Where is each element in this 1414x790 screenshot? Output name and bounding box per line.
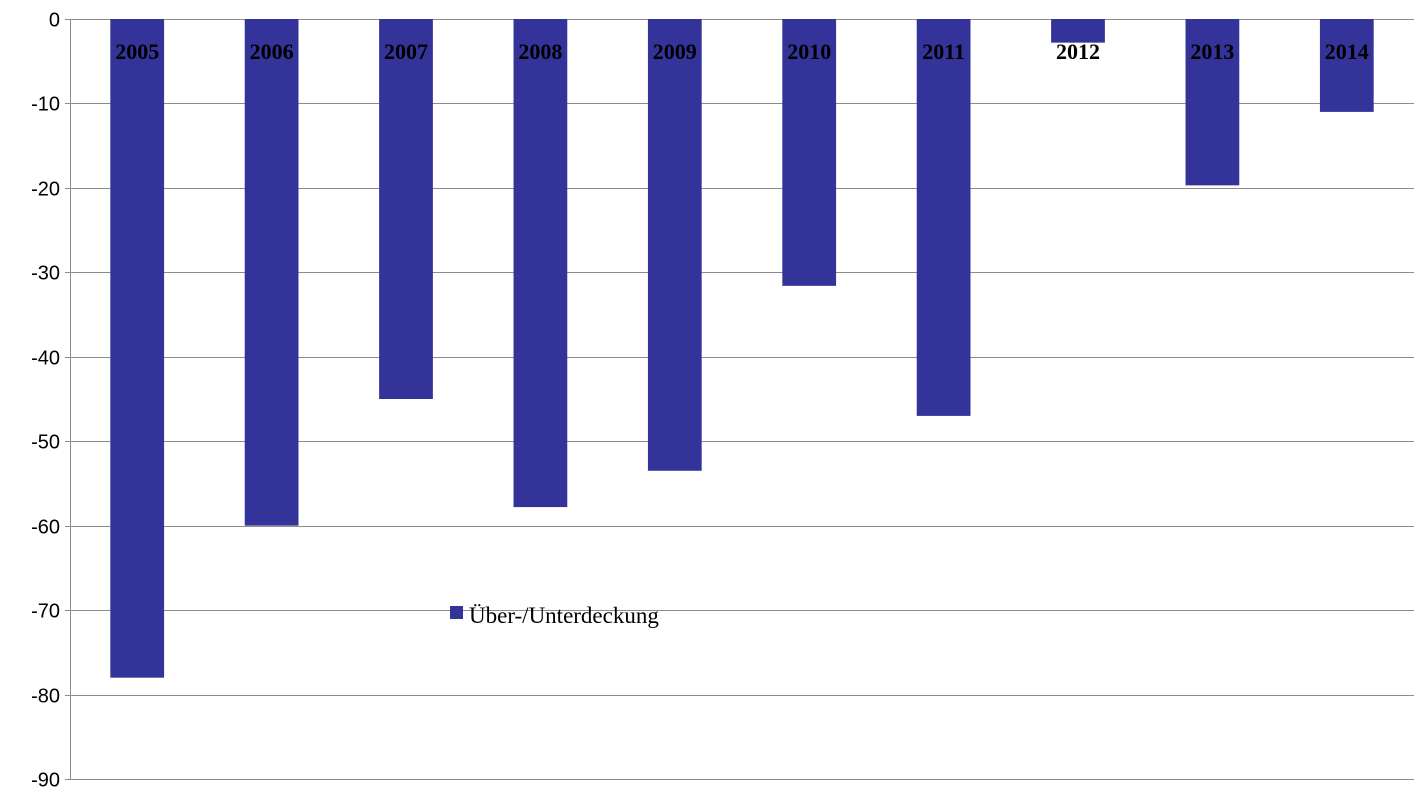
y-tick-label: -60: [31, 517, 60, 539]
bar-2014: [1319, 19, 1374, 112]
category-label: 2006: [250, 39, 294, 64]
bars: [110, 19, 1374, 678]
y-tick-label: -30: [31, 263, 60, 285]
category-label: 2009: [653, 39, 697, 64]
y-tick-label: -40: [31, 348, 60, 370]
y-tick-label: -70: [31, 601, 60, 623]
bar-2007: [379, 19, 433, 399]
category-label: 2011: [922, 39, 965, 64]
legend: Über-/Unterdeckung: [450, 603, 659, 628]
category-label: 2005: [115, 39, 159, 64]
category-label: 2014: [1325, 39, 1369, 64]
legend-label: Über-/Unterdeckung: [469, 603, 659, 628]
bar-2013: [1185, 19, 1240, 186]
y-tick-label: -80: [31, 686, 60, 708]
bar-2011: [916, 19, 971, 416]
bar-2009: [647, 19, 702, 471]
category-label: 2013: [1190, 39, 1234, 64]
category-labels: 2005 2006 2007 2008 2009 2010 2011 2012 2013 2014: [115, 39, 1369, 64]
category-label: 2007: [384, 39, 428, 64]
y-tick-label: -10: [31, 94, 60, 116]
bar-2010: [782, 19, 837, 286]
y-tick-label: -20: [31, 179, 60, 201]
category-label: 2012: [1056, 39, 1100, 64]
legend-swatch: [450, 606, 463, 619]
y-tick-label: -50: [31, 432, 60, 454]
axes: [65, 19, 71, 780]
category-label: 2010: [787, 39, 831, 64]
y-tick-label: 0: [49, 10, 60, 32]
bar-2005: [110, 19, 165, 678]
bar-2006: [244, 19, 299, 526]
y-tick-labels: 0 -10 -20 -30 -40 -50 -60 -70 -80 -90: [31, 10, 60, 790]
bar-2008: [513, 19, 568, 508]
y-tick-label: -90: [31, 770, 60, 790]
category-label: 2008: [518, 39, 562, 64]
bar-2012: [1051, 19, 1105, 43]
